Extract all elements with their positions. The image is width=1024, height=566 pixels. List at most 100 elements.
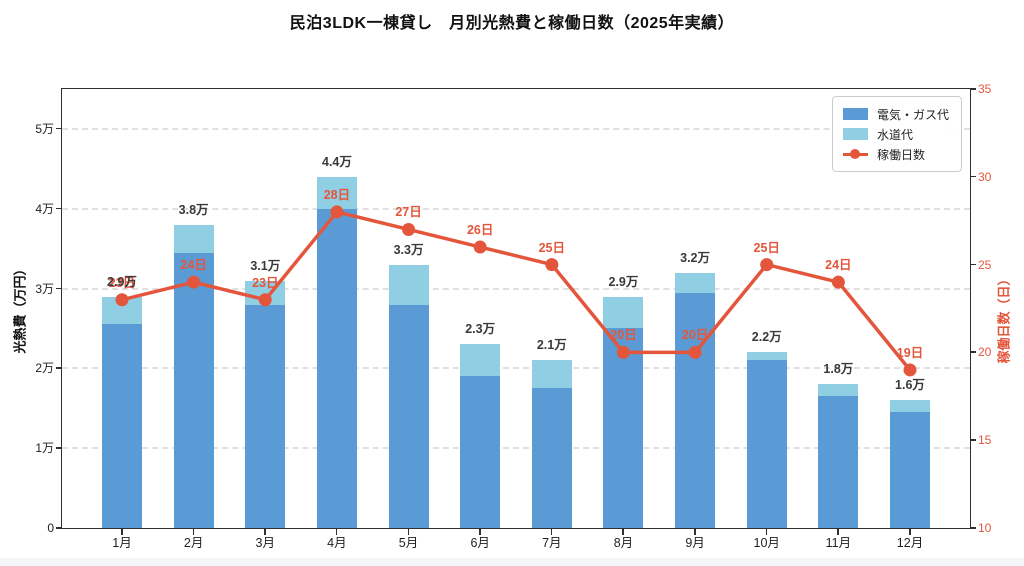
right-tick-mark — [970, 527, 976, 529]
left-tick-mark — [56, 287, 62, 290]
x-tick-label: 6月 — [470, 536, 490, 550]
x-tick-label: 7月 — [542, 536, 562, 550]
occupancy-point — [187, 275, 201, 289]
legend-item-occupancy-days: 稼働日数 — [842, 144, 949, 164]
right-tick-label: 15 — [978, 433, 992, 448]
x-tick-label: 5月 — [398, 536, 419, 550]
bar-total-label: 2.9万 — [608, 274, 639, 289]
left-tick-mark — [56, 127, 62, 130]
bar-segment-electric-gas — [316, 208, 357, 528]
x-tick-mark — [192, 529, 195, 535]
occupancy-day-label: 24日 — [180, 258, 207, 273]
occupancy-day-label: 28日 — [323, 187, 351, 202]
occupancy-day-label: 20日 — [610, 328, 637, 343]
occupancy-point — [115, 293, 129, 307]
occupancy-day-label: 23日 — [252, 275, 279, 290]
right-tick-mark — [970, 439, 976, 441]
occupancy-line — [115, 205, 917, 377]
bar-segment-water — [890, 400, 930, 413]
bar-total-label: 3.2万 — [680, 250, 711, 265]
left-tick-label: 5万 — [35, 121, 54, 136]
x-tick-label: 4月 — [327, 536, 347, 550]
right-tick-label: 10 — [978, 521, 992, 535]
bar-segment-water — [316, 176, 357, 209]
occupancy-point — [258, 293, 272, 307]
occupancy-day-label: 20日 — [681, 328, 709, 343]
bar-segment-water — [746, 352, 787, 361]
x-tick-mark — [622, 529, 624, 535]
legend: 電気・ガス代 水道代 稼働日数 — [831, 96, 962, 172]
x-tick-mark — [121, 529, 123, 535]
legend-label-occupancy-days: 稼働日数 — [876, 147, 925, 162]
gridline — [62, 127, 970, 130]
occupancy-point — [760, 258, 774, 272]
line-marker-swatch-icon — [842, 148, 868, 160]
bar-segment-water — [818, 384, 859, 397]
occupancy-point — [903, 363, 917, 377]
bar-segment-electric-gas — [102, 324, 142, 528]
gridline — [62, 367, 970, 370]
left-tick-mark — [56, 447, 62, 449]
legend-label-water: 水道代 — [876, 127, 913, 142]
legend-item-electric-gas: 電気・ガス代 — [842, 104, 949, 124]
occupancy-point — [473, 240, 487, 254]
x-tick-mark — [909, 529, 911, 535]
x-tick-mark — [335, 529, 338, 535]
occupancy-point — [831, 275, 845, 289]
bar-segment-electric-gas — [460, 376, 501, 528]
x-tick-mark — [479, 529, 481, 535]
x-tick-label: 3月 — [255, 536, 275, 550]
occupancy-point — [688, 345, 702, 359]
bar-total-label: 1.8万 — [823, 362, 854, 377]
bar-total-label: 2.2万 — [751, 330, 782, 345]
bar-segment-water — [531, 360, 572, 389]
gridline — [62, 207, 970, 210]
right-tick-label: 25 — [978, 257, 992, 272]
left-tick-label: 1万 — [35, 441, 54, 456]
x-tick-mark — [407, 529, 410, 535]
left-tick-mark — [56, 207, 62, 210]
occupancy-day-label: 27日 — [395, 205, 422, 220]
bar-total-label: 2.9万 — [107, 274, 137, 289]
bar-segment-electric-gas — [388, 304, 429, 528]
bar-segment-electric-gas — [675, 292, 716, 528]
occupancy-point — [330, 205, 344, 219]
right-tick-label: 35 — [978, 82, 992, 96]
occupancy-day-label: 19日 — [896, 345, 924, 360]
bar-total-label: 3.8万 — [178, 202, 209, 217]
occupancy-day-label: 26日 — [466, 223, 494, 238]
right-tick-mark — [970, 263, 976, 266]
bar-total-label: 3.3万 — [393, 242, 424, 257]
bar-total-label: 3.1万 — [250, 258, 281, 273]
x-tick-label: 11月 — [825, 536, 852, 550]
x-tick-mark — [550, 529, 553, 535]
x-tick-label: 8月 — [613, 536, 634, 550]
bar-segment-electric-gas — [603, 328, 644, 528]
legend-label-electric-gas: 電気・ガス代 — [876, 107, 949, 122]
right-tick-label: 30 — [978, 169, 992, 184]
left-tick-label: 0 — [47, 521, 54, 535]
bar-segment-electric-gas — [890, 412, 930, 528]
bar-total-label: 2.3万 — [465, 322, 496, 337]
bar-segment-electric-gas — [531, 388, 572, 528]
bar-segment-water — [388, 264, 429, 305]
x-tick-mark — [765, 529, 768, 535]
occupancy-day-label: 23日 — [108, 275, 136, 290]
left-tick-label: 3万 — [35, 281, 54, 296]
occupancy-day-label: 25日 — [538, 240, 566, 255]
bar-segment-electric-gas — [818, 396, 859, 528]
occupancy-point — [616, 345, 630, 359]
left-tick-label: 4万 — [35, 201, 54, 216]
occupancy-day-label: 24日 — [825, 258, 852, 273]
right-tick-label: 20 — [978, 345, 992, 360]
right-tick-mark — [970, 175, 976, 178]
left-tick-mark — [56, 367, 62, 369]
x-tick-label: 1月 — [112, 536, 132, 550]
occupancy-point — [545, 258, 559, 272]
bar-segment-electric-gas — [746, 360, 787, 528]
gridline — [62, 287, 970, 290]
occupancy-point — [402, 222, 416, 236]
occupancy-day-label: 25日 — [753, 240, 780, 255]
x-tick-mark — [694, 529, 696, 535]
